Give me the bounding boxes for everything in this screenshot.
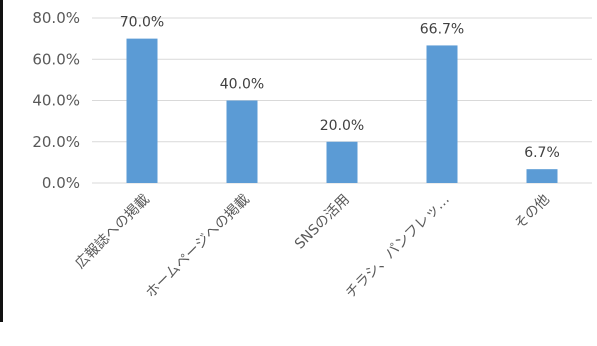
y-tick-label: 80.0% [32,9,80,27]
x-tick-label: 広報誌への掲載 [72,192,153,273]
y-axis-tick-labels: 0.0% 20.0% 40.0% 60.0% 80.0% [32,9,80,192]
bar [426,45,458,184]
bar [526,169,558,183]
y-tick-label: 0.0% [42,174,80,192]
data-label: 66.7% [420,21,464,37]
x-tick-label: ホームページへの掲載 [143,192,253,302]
bars [126,38,558,184]
y-tick-label: 60.0% [32,50,80,68]
data-label: 70.0% [120,15,164,31]
data-label: 40.0% [220,77,264,93]
x-tick-label: その他 [512,192,553,233]
x-tick-label: チラシ、パンフレッ… [343,192,453,302]
bar [126,38,158,183]
gridlines [92,17,592,184]
x-tick-label: SNSの活用 [292,192,353,253]
y-tick-label: 40.0% [32,92,80,110]
data-label: 20.0% [320,118,364,134]
left-border-line [0,0,3,322]
data-label: 6.7% [524,145,560,161]
bar [226,100,258,183]
data-labels: 70.0% 40.0% 20.0% 66.7% 6.7% [120,15,560,162]
y-tick-label: 20.0% [32,133,80,151]
bar [326,141,358,183]
